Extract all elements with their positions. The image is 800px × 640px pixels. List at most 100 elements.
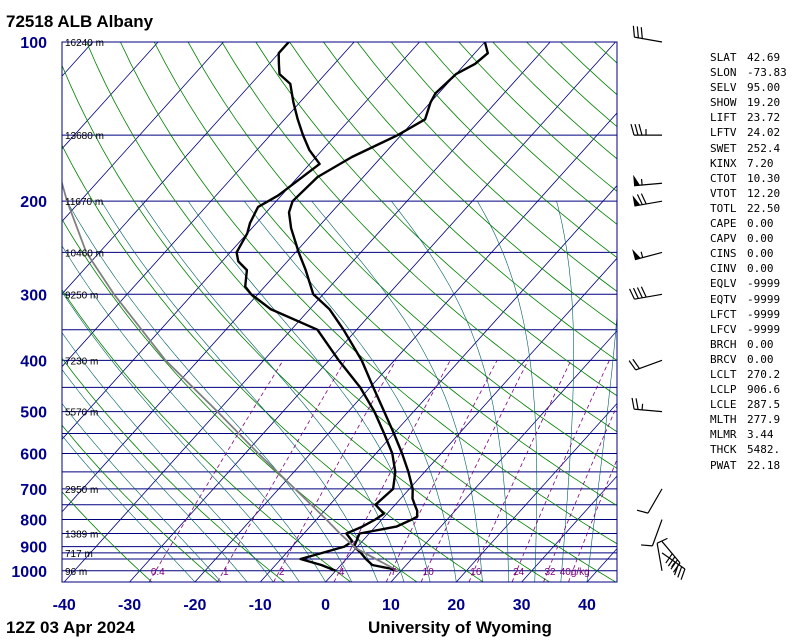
wind-barb	[641, 519, 663, 547]
barb-pennant	[632, 195, 641, 207]
barb-staff	[634, 251, 663, 261]
mixing-ratio-label: 24	[513, 567, 525, 578]
isotherm--100	[62, 42, 159, 150]
temperature-tick-label: 0	[321, 597, 330, 614]
wind-barb	[632, 25, 663, 43]
index-key: EQLV	[710, 277, 737, 291]
isotherm--110	[62, 42, 94, 77]
index-row-mlmr: MLMR 3.44	[710, 427, 787, 442]
wind-barb	[632, 249, 663, 261]
temperature-tick-label: 20	[447, 597, 465, 614]
wind-barb	[628, 358, 663, 371]
moist-adiabat	[66, 201, 352, 582]
index-value: 5482.	[747, 443, 781, 457]
pressure-label: 500	[20, 405, 47, 422]
height-label: 16240 m	[65, 38, 104, 49]
dry-adiabat	[86, 42, 616, 582]
mixing-ratio-line	[148, 360, 284, 582]
barb-flag	[632, 25, 636, 38]
index-row-lclt: LCLT 270.2	[710, 367, 787, 382]
temperature-tick-label: -20	[183, 597, 206, 614]
moist-adiabat	[477, 201, 538, 582]
temperature-tick-label: 30	[513, 597, 531, 614]
pressure-label: 600	[20, 446, 47, 463]
dry-adiabat	[62, 144, 484, 582]
barb-flag	[641, 544, 653, 547]
plot-frame	[61, 41, 618, 583]
index-row-vtot: VTOT 12.20	[710, 186, 787, 201]
mixing-ratio-label: 16	[470, 567, 482, 578]
pressure-label: 800	[20, 513, 47, 530]
dry-adiabat	[62, 218, 418, 582]
index-key: THCK	[710, 443, 737, 457]
height-label: 96 m	[65, 567, 87, 578]
wind-barb	[636, 488, 663, 514]
index-row-eqlv: EQLV -9999	[710, 276, 787, 291]
isotherm--120	[0, 42, 27, 582]
barb-staff	[634, 36, 663, 43]
observation-time: 12Z 03 Apr 2024	[6, 618, 135, 637]
index-row-cins: CINS 0.00	[710, 246, 787, 261]
index-value: 287.5	[747, 398, 781, 412]
height-label: 5570 m	[65, 408, 98, 419]
wind-barb	[661, 552, 686, 580]
moist-adiabat	[62, 291, 300, 582]
height-label: 9250 m	[65, 290, 98, 301]
mixing-ratio-lines	[148, 360, 617, 582]
index-key: PWAT	[710, 458, 737, 472]
isotherm-0	[325, 257, 617, 582]
isotherm--40	[63, 42, 551, 582]
moist-adiabat	[556, 201, 574, 582]
height-label: 13680 m	[65, 131, 104, 142]
barb-flag	[635, 398, 639, 410]
mixing-ratio-label: 32	[544, 567, 556, 578]
barb-pennant	[633, 174, 641, 186]
index-value: 0.00	[747, 352, 774, 366]
index-key: KINX	[710, 156, 737, 170]
index-value: 24.02	[747, 126, 781, 140]
moist-adiabat	[244, 201, 457, 582]
dry-adiabat	[255, 42, 617, 397]
index-key: LCLP	[710, 383, 737, 397]
index-key: MLTH	[710, 413, 737, 427]
pressure-label: 900	[20, 540, 47, 557]
mixing-ratio-line	[217, 360, 346, 582]
index-key: CTOT	[710, 171, 737, 185]
moist-adiabat	[62, 369, 248, 582]
index-key: EQTV	[710, 292, 737, 306]
barb-flag	[673, 564, 679, 576]
dry-adiabat	[153, 42, 617, 507]
moist-adiabat	[140, 201, 405, 582]
barb-staff	[661, 552, 686, 570]
index-key: CINV	[710, 262, 737, 276]
dry-adiabat	[120, 42, 617, 545]
dry-adiabat	[323, 42, 617, 327]
isotherm-10	[390, 330, 617, 582]
wind-barb	[629, 286, 663, 300]
index-key: TOTL	[710, 201, 737, 215]
barb-flag	[634, 123, 639, 136]
height-label: 2950 m	[65, 485, 98, 496]
dry-adiabat	[221, 42, 617, 433]
index-row-kinx: KINX 7.20	[710, 156, 787, 171]
index-row-brcv: BRCV 0.00	[710, 352, 787, 367]
index-row-brch: BRCH 0.00	[710, 337, 787, 352]
index-row-totl: TOTL 22.50	[710, 201, 787, 216]
isotherm--80	[62, 42, 290, 295]
barb-flag	[638, 123, 643, 136]
index-row-swet: SWET 252.4	[710, 141, 787, 156]
isotherm--30	[129, 42, 616, 582]
mixing-ratio-label: 40g/kg	[560, 567, 590, 578]
barb-flag	[640, 193, 647, 205]
dry-adiabat-lines	[62, 42, 617, 582]
pressure-label: 300	[20, 287, 47, 304]
index-key: LFTV	[710, 126, 737, 140]
index-key: SLON	[710, 66, 737, 80]
isobar-lines	[62, 41, 617, 583]
barb-flag	[636, 287, 643, 299]
dewpoint-profile	[235, 42, 397, 572]
index-key: LIFT	[710, 111, 737, 125]
index-value: -9999	[747, 292, 781, 306]
dry-adiabat	[62, 289, 351, 582]
